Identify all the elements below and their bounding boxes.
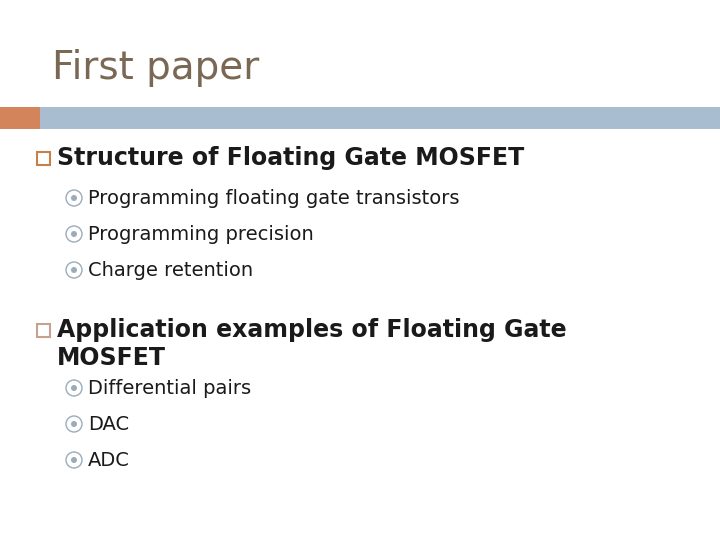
Circle shape [71, 231, 77, 237]
Text: First paper: First paper [52, 49, 259, 87]
Text: MOSFET: MOSFET [57, 346, 166, 370]
Bar [37, 152, 50, 165]
Text: DAC: DAC [88, 415, 129, 434]
Text: Programming floating gate transistors: Programming floating gate transistors [88, 188, 459, 207]
Circle shape [66, 190, 82, 206]
Circle shape [66, 452, 82, 468]
Circle shape [71, 267, 77, 273]
Circle shape [71, 457, 77, 463]
Text: Programming precision: Programming precision [88, 225, 314, 244]
Circle shape [66, 380, 82, 396]
Bar [40, 107, 720, 129]
Text: ADC: ADC [88, 450, 130, 469]
Circle shape [66, 416, 82, 432]
Circle shape [71, 421, 77, 427]
Circle shape [71, 195, 77, 201]
Text: Charge retention: Charge retention [88, 260, 253, 280]
Text: Structure of Floating Gate MOSFET: Structure of Floating Gate MOSFET [57, 146, 524, 170]
Circle shape [71, 385, 77, 391]
Circle shape [66, 262, 82, 278]
Bar [37, 323, 50, 336]
Text: Differential pairs: Differential pairs [88, 379, 251, 397]
Bar [0, 107, 40, 129]
Text: Application examples of Floating Gate: Application examples of Floating Gate [57, 318, 567, 342]
Circle shape [66, 226, 82, 242]
